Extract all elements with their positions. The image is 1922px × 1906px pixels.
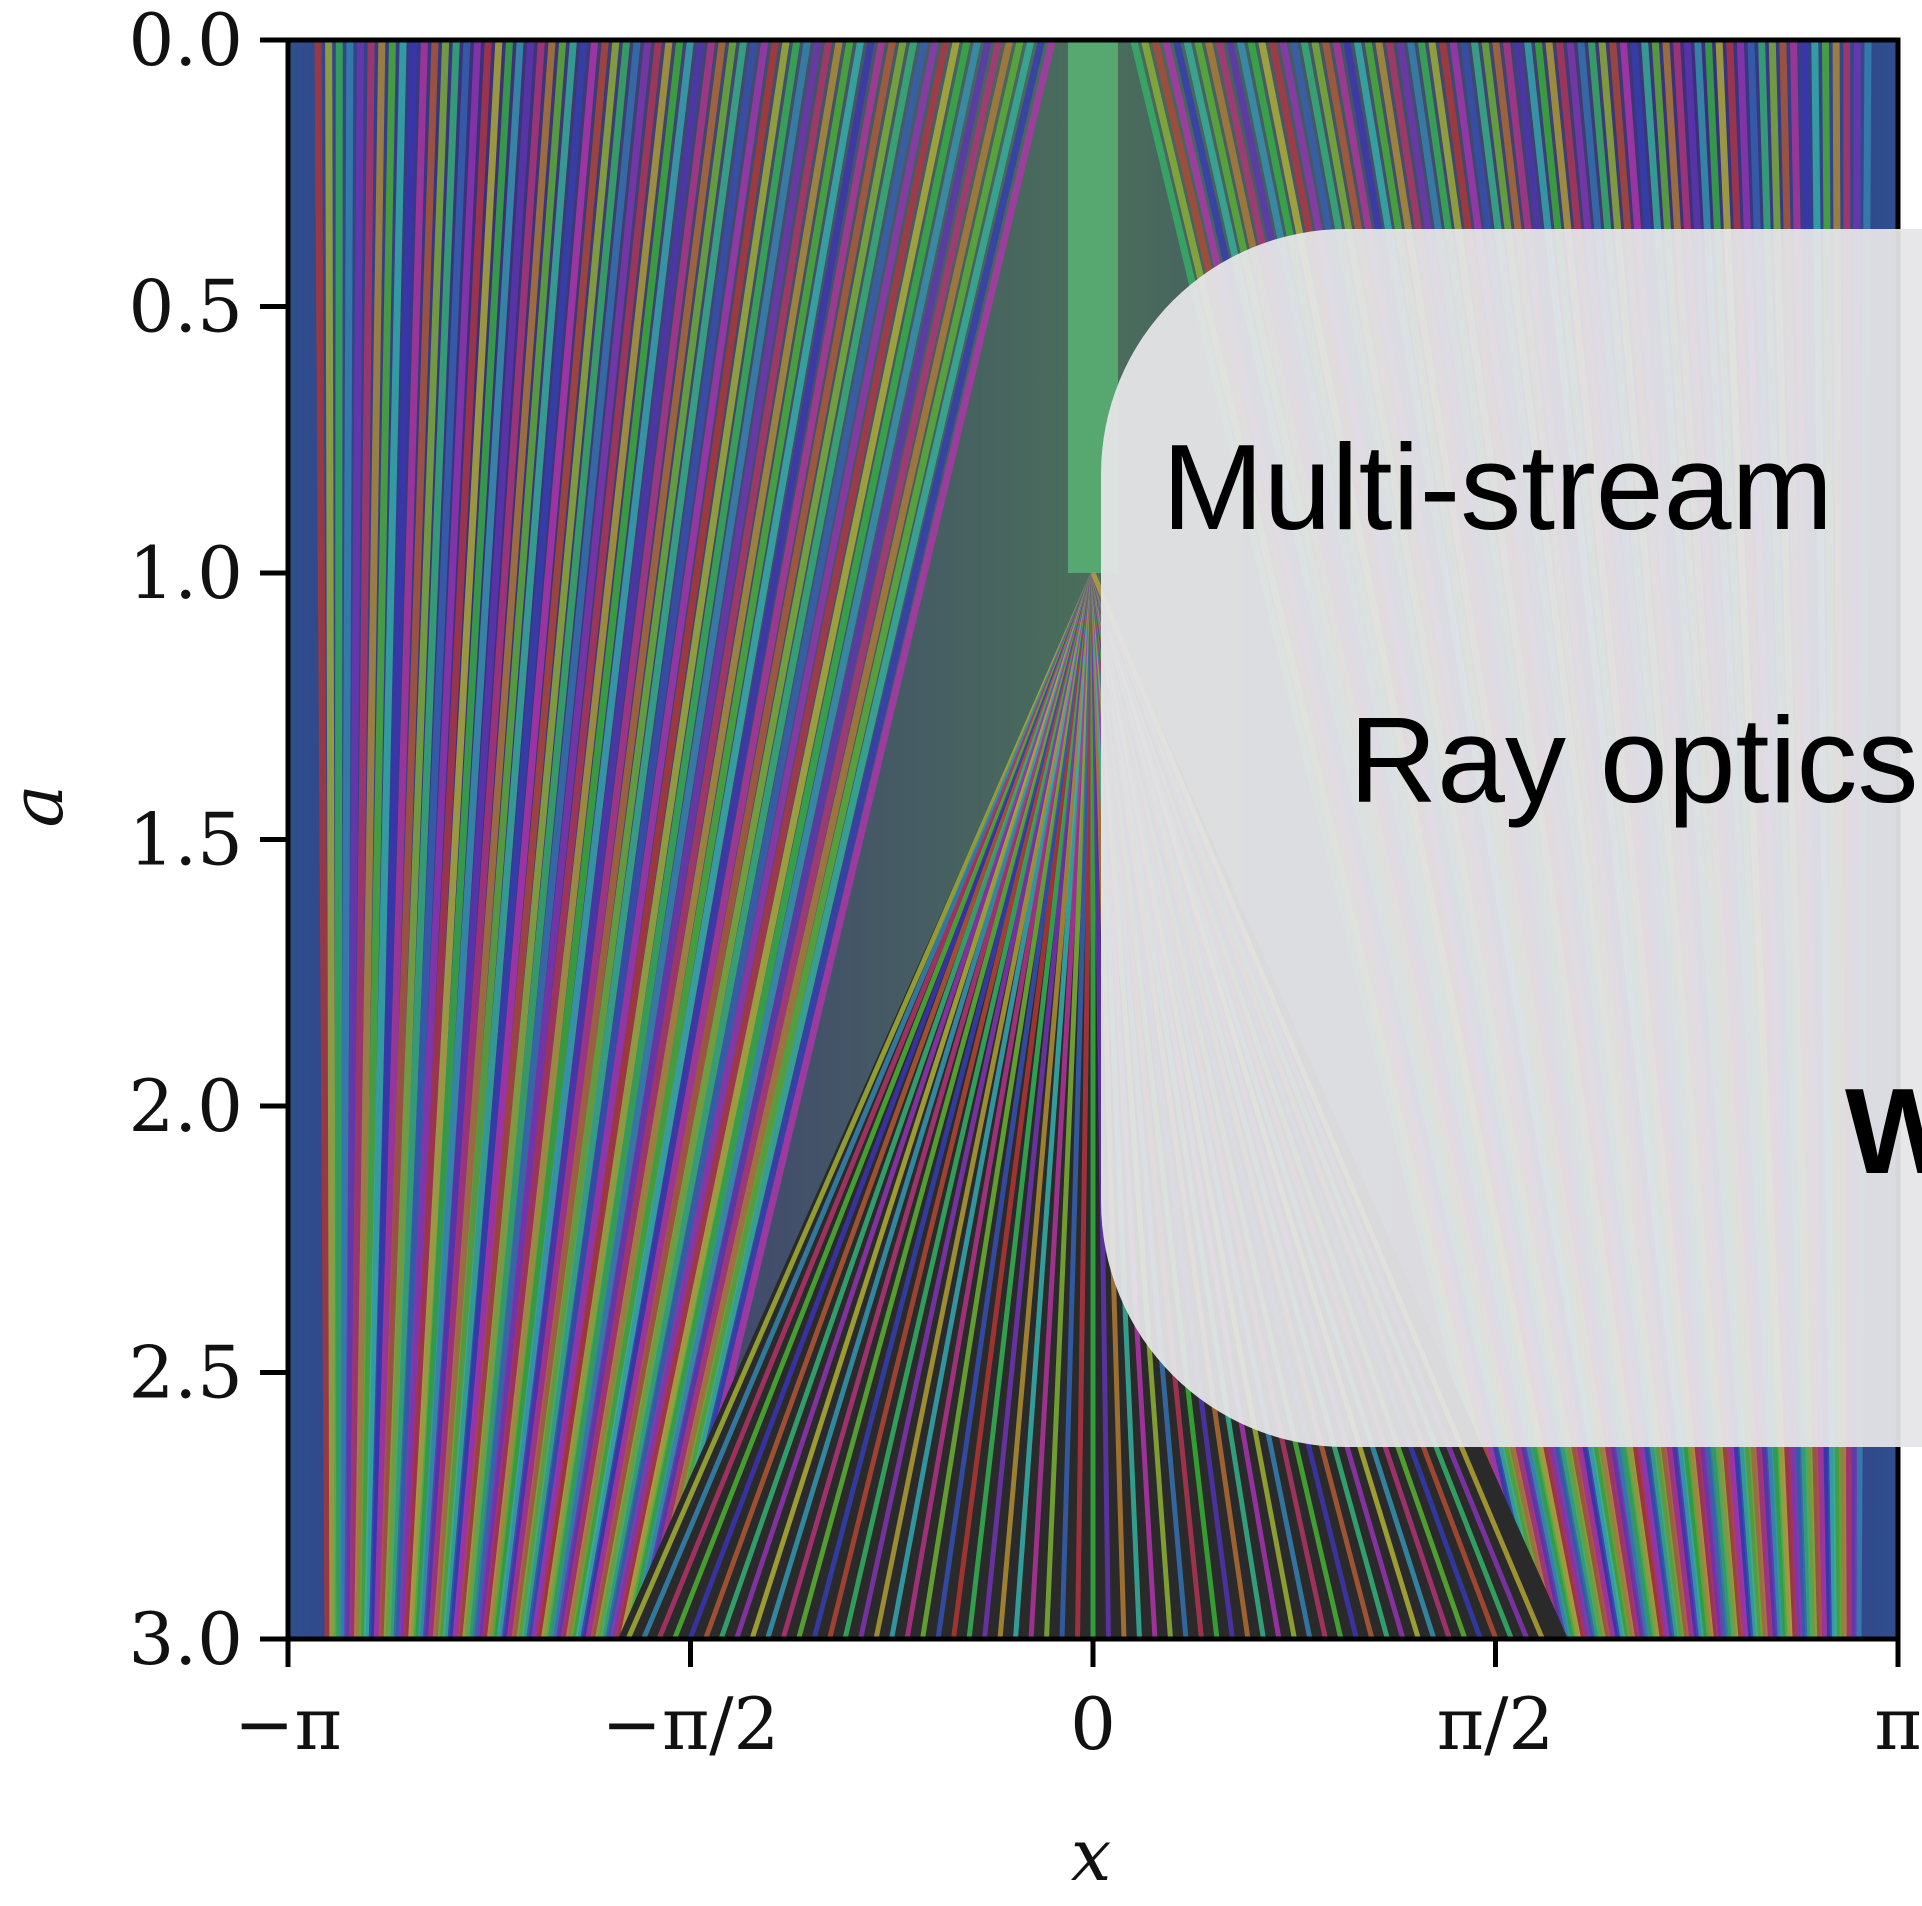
overlay-text: Ray optics bbox=[1349, 692, 1919, 828]
y-axis-label: a bbox=[0, 785, 79, 828]
page: {"chart_data": {"type": "image", "xlabel… bbox=[0, 0, 1922, 1906]
overlay-box bbox=[1101, 229, 1922, 1447]
overlay: Multi-stream Ray optics W bbox=[1101, 229, 1922, 1447]
x-tick-label: −π/2 bbox=[602, 1682, 780, 1766]
overlay-text: Multi-stream bbox=[1162, 419, 1833, 555]
y-tick-label: 1.5 bbox=[128, 798, 243, 882]
x-tick-label: π/2 bbox=[1437, 1682, 1554, 1766]
y-tick-label: 0.5 bbox=[128, 265, 243, 349]
chart: 0.0 0.5 1.0 1.5 2.0 2.5 3.0−π −π/2 0 π/2 π x a Mul… bbox=[0, 0, 1922, 1906]
x-tick-label: π bbox=[1874, 1682, 1921, 1766]
overlay-text: W bbox=[1845, 1063, 1922, 1199]
y-tick-label: 3.0 bbox=[128, 1597, 243, 1681]
stripe bbox=[338, 40, 339, 1639]
y-tick-label: 1.0 bbox=[128, 531, 243, 615]
x-axis-label: x bbox=[1071, 1813, 1112, 1897]
stripe bbox=[329, 40, 333, 1639]
y-tick-label: 2.5 bbox=[128, 1331, 243, 1415]
y-tick-label: 0.0 bbox=[128, 0, 243, 82]
y-tick-label: 2.0 bbox=[128, 1064, 243, 1148]
x-tick-label: −π bbox=[234, 1682, 342, 1766]
x-tick-label: 0 bbox=[1070, 1682, 1116, 1766]
